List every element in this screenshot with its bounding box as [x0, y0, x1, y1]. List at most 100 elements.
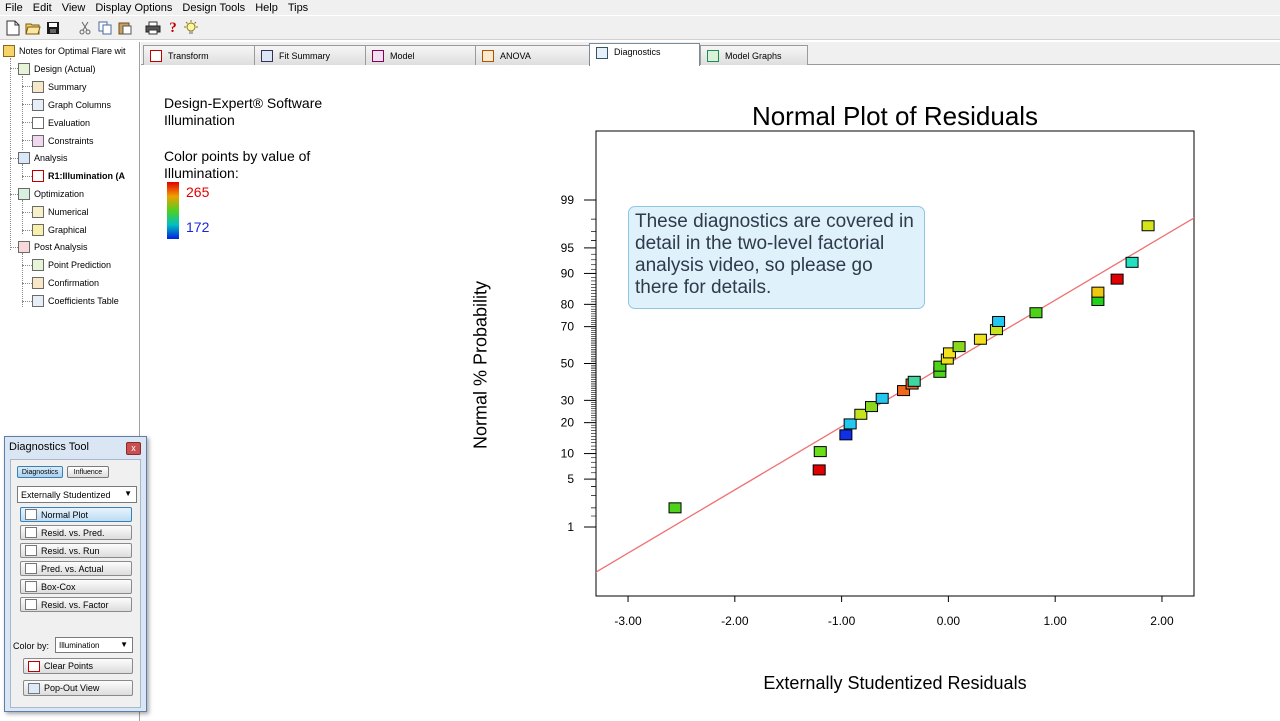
response-name: Illumination [164, 112, 235, 128]
data-point [1029, 307, 1043, 319]
resid-vs-run-button[interactable]: Resid. vs. Run [20, 543, 132, 558]
menu-design-tools[interactable]: Design Tools [182, 1, 246, 14]
toolbar: ? [0, 16, 1280, 40]
print-icon[interactable] [144, 19, 162, 37]
tree-item-coefficients-table[interactable]: Coefficients Table [32, 293, 119, 309]
diagnostics-tool-window: Diagnostics Tool x Diagnostics Influence… [4, 436, 147, 712]
y-tick-label: 50 [561, 357, 575, 371]
menu-edit[interactable]: Edit [32, 1, 52, 14]
tree-item-post-analysis[interactable]: Post Analysis [18, 239, 88, 255]
box-cox-icon [25, 581, 37, 592]
resid-vs-pred-button[interactable]: Resid. vs. Pred. [20, 525, 132, 540]
data-point [1141, 220, 1155, 232]
color-by-label: Color by: [13, 641, 50, 651]
graph-columns-icon [32, 99, 44, 111]
residual-type-select[interactable]: Externally Studentized ▼ [17, 486, 137, 503]
anova-icon [482, 49, 494, 62]
pop-out-view-button[interactable]: Pop-Out View [23, 680, 133, 696]
graph-legend-info: Design-Expert® Software Illumination Col… [164, 95, 322, 182]
model-graphs-icon [707, 49, 719, 62]
data-point [973, 333, 987, 345]
x-tick-label: -1.00 [828, 614, 856, 628]
clear-points-button[interactable]: Clear Points [23, 658, 133, 674]
y-tick-label: 80 [561, 297, 575, 311]
diagnostics-tool-body: Diagnostics Influence Externally Student… [10, 459, 141, 708]
tree-item-graphical[interactable]: Graphical [32, 222, 87, 238]
resid-vs-run-icon [25, 545, 37, 556]
tree-item-numerical[interactable]: Numerical [32, 204, 89, 220]
paste-icon[interactable] [116, 19, 134, 37]
menu-file[interactable]: File [5, 1, 23, 14]
color-max-value: 265 [186, 184, 210, 200]
x-tick-label: 2.00 [1150, 614, 1174, 628]
graphical-icon [32, 224, 44, 236]
diagnostics-icon [596, 47, 608, 59]
menu-tips[interactable]: Tips [287, 1, 309, 14]
resid-vs-pred-icon [25, 527, 37, 538]
clear-points-icon [28, 660, 40, 672]
y-tick-label: 99 [561, 193, 575, 207]
constraints-icon [32, 135, 44, 147]
tab-model-graphs[interactable]: Model Graphs [700, 45, 808, 65]
close-icon[interactable]: x [126, 442, 141, 455]
x-tick-label: -3.00 [614, 614, 642, 628]
tab-model[interactable]: Model [365, 45, 476, 65]
tab-influence-small[interactable]: Influence [67, 466, 109, 478]
tree-item-design[interactable]: Design (Actual) [18, 61, 96, 77]
data-point [942, 347, 956, 359]
copy-icon[interactable] [96, 19, 114, 37]
post-analysis-icon [18, 241, 30, 253]
y-axis-label: Normal % Probability [470, 280, 491, 450]
menu-bar: File Edit View Display Options Design To… [0, 0, 1280, 15]
data-point [843, 418, 857, 430]
open-folder-icon[interactable] [24, 19, 42, 37]
data-point [875, 392, 889, 404]
design-grid-icon [18, 63, 30, 75]
help-icon[interactable]: ? [169, 19, 177, 36]
normal-plot-icon [25, 509, 37, 520]
x-axis-label: Externally Studentized Residuals [763, 673, 1027, 693]
tab-diagnostics-small[interactable]: Diagnostics [17, 466, 63, 478]
response-icon [32, 170, 44, 182]
menu-view[interactable]: View [61, 1, 86, 14]
chevron-down-icon: ▼ [120, 640, 128, 649]
color-min-value: 172 [186, 219, 210, 235]
tree-item-summary[interactable]: Summary [32, 79, 87, 95]
tree-item-constraints[interactable]: Constraints [32, 133, 94, 149]
save-icon[interactable] [44, 19, 62, 37]
menu-display-options[interactable]: Display Options [95, 1, 173, 14]
new-file-icon[interactable] [4, 19, 22, 37]
tree-item-graph-columns[interactable]: Graph Columns [32, 97, 111, 113]
fit-summary-icon [261, 49, 273, 62]
tree-item-confirmation[interactable]: Confirmation [32, 275, 99, 291]
pred-vs-actual-button[interactable]: Pred. vs. Actual [20, 561, 132, 576]
data-point [1110, 273, 1124, 285]
color-gradient-bar [167, 182, 179, 239]
coefficients-table-icon [32, 295, 44, 307]
tree-root-notes[interactable]: Notes for Optimal Flare wit [3, 43, 126, 59]
tree-item-evaluation[interactable]: Evaluation [32, 115, 90, 131]
data-point [668, 502, 682, 514]
tree-item-optimization[interactable]: Optimization [18, 186, 84, 202]
data-point [952, 341, 966, 353]
tab-bar: Transform Fit Summary Model ANOVA Diagno… [141, 42, 1280, 66]
data-point [1091, 286, 1105, 298]
box-cox-button[interactable]: Box-Cox [20, 579, 132, 594]
menu-help[interactable]: Help [255, 1, 278, 14]
y-tick-label: 30 [561, 393, 575, 407]
tab-diagnostics[interactable]: Diagnostics [589, 43, 700, 66]
normal-plot-button[interactable]: Normal Plot [20, 507, 132, 522]
pop-out-icon [28, 682, 40, 694]
y-tick-label: 1 [567, 520, 574, 534]
y-tick-label: 90 [561, 266, 575, 280]
tree-item-response-illumination[interactable]: R1:Illumination (A [32, 168, 125, 184]
data-point [839, 429, 853, 441]
callout-note: These diagnostics are covered in detail … [628, 206, 925, 309]
data-point [813, 446, 827, 458]
tree-item-analysis[interactable]: Analysis [18, 150, 68, 166]
tree-item-point-prediction[interactable]: Point Prediction [32, 257, 111, 273]
cut-icon[interactable] [76, 19, 94, 37]
tip-lightbulb-icon[interactable] [182, 19, 200, 37]
color-by-select[interactable]: Illumination ▼ [55, 637, 133, 653]
resid-vs-factor-button[interactable]: Resid. vs. Factor [20, 597, 132, 612]
